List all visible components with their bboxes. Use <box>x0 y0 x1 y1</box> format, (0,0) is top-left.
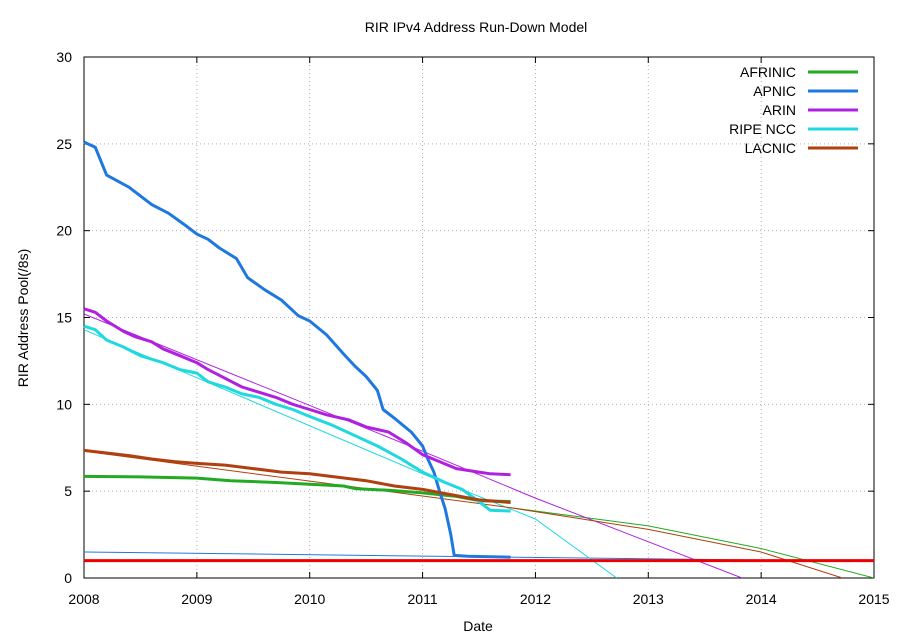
model-line-2 <box>84 313 743 578</box>
y-axis-label: RIR Address Pool(/8s) <box>15 249 31 388</box>
series-line-ripe-ncc <box>83 324 511 513</box>
x-tick-label-0: 2008 <box>68 591 99 607</box>
model-line-3 <box>84 329 617 578</box>
data-series <box>83 140 511 559</box>
legend-label-ripe-ncc: RIPE NCC <box>729 121 796 137</box>
series-line-afrinic <box>83 474 511 504</box>
grid <box>84 57 874 578</box>
y-tick-label-2: 10 <box>56 396 72 412</box>
y-tick-label-4: 20 <box>56 223 72 239</box>
x-axis-label: Date <box>463 618 493 634</box>
y-tick-label-5: 25 <box>56 136 72 152</box>
series-line-lacnic <box>83 448 511 504</box>
legend-label-afrinic: AFRINIC <box>740 64 796 80</box>
y-tick-label-3: 15 <box>56 310 72 326</box>
x-tick-label-3: 2011 <box>408 591 438 607</box>
legend-label-apnic: APNIC <box>753 83 796 99</box>
x-tick-label-4: 2012 <box>520 591 551 607</box>
y-tick-label-6: 30 <box>56 49 72 65</box>
axes: 2008 2009 2010 2011 2012 2013 2014 2015 0 5 10 15 20… <box>56 49 889 607</box>
model-line-0 <box>510 507 874 578</box>
x-tick-label-5: 2013 <box>633 591 664 607</box>
y-tick-label-0: 0 <box>64 570 72 586</box>
legend-label-arin: ARIN <box>763 102 796 118</box>
x-tick-label-1: 2009 <box>181 591 212 607</box>
model-lines <box>84 313 874 578</box>
legend: AFRINIC APNIC ARIN RIPE NCC LACNIC <box>729 64 858 156</box>
x-tick-label-7: 2015 <box>858 591 889 607</box>
chart-title: RIR IPv4 Address Run-Down Model <box>365 19 588 35</box>
x-tick-label-2: 2010 <box>294 591 325 607</box>
series-line-apnic <box>83 140 511 559</box>
legend-label-lacnic: LACNIC <box>745 140 796 156</box>
y-tick-label-1: 5 <box>64 483 72 499</box>
series-line-arin <box>83 307 511 477</box>
x-tick-label-6: 2014 <box>746 591 777 607</box>
